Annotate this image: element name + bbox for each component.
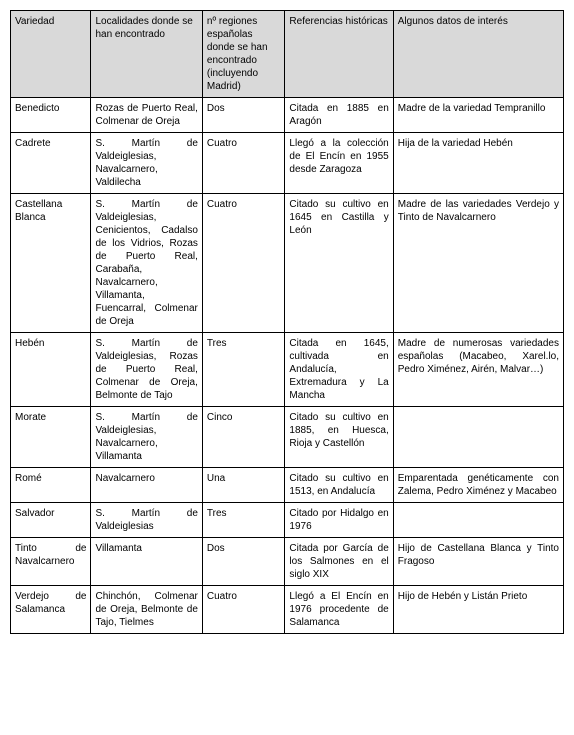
cell-regiones: Una (202, 468, 285, 503)
cell-regiones: Tres (202, 503, 285, 538)
table-row: CadreteS. Martín de Valdeiglesias, Naval… (11, 133, 564, 194)
cell-datos: Madre de las variedades Verdejo y Tinto … (393, 194, 563, 333)
header-variedad: Variedad (11, 11, 91, 98)
cell-localidades: Villamanta (91, 538, 202, 586)
header-regiones: nº regiones españolas donde se han encon… (202, 11, 285, 98)
cell-variedad: Salvador (11, 503, 91, 538)
cell-datos: Madre de numerosas variedades españolas … (393, 333, 563, 407)
table-row: HebénS. Martín de Valdeiglesias, Rozas d… (11, 333, 564, 407)
cell-referencias: Llegó a El Encín en 1976 procedente de S… (285, 586, 393, 634)
cell-datos: Hija de la variedad Hebén (393, 133, 563, 194)
cell-variedad: Morate (11, 407, 91, 468)
cell-datos: Madre de la variedad Tempranillo (393, 98, 563, 133)
cell-variedad: Romé (11, 468, 91, 503)
cell-regiones: Cuatro (202, 586, 285, 634)
table-header-row: Variedad Localidades donde se han encont… (11, 11, 564, 98)
cell-localidades: S. Martín de Valdeiglesias, Navalcarnero… (91, 407, 202, 468)
cell-localidades: Navalcarnero (91, 468, 202, 503)
cell-referencias: Citado su cultivo en 1645 en Castilla y … (285, 194, 393, 333)
cell-datos: Hijo de Castellana Blanca y Tinto Fragos… (393, 538, 563, 586)
cell-datos (393, 503, 563, 538)
table-row: MorateS. Martín de Valdeiglesias, Navalc… (11, 407, 564, 468)
cell-regiones: Cuatro (202, 133, 285, 194)
cell-variedad: Hebén (11, 333, 91, 407)
cell-referencias: Citada en 1885 en Aragón (285, 98, 393, 133)
header-localidades: Localidades donde se han encontrado (91, 11, 202, 98)
cell-localidades: Rozas de Puerto Real, Colmenar de Oreja (91, 98, 202, 133)
cell-regiones: Dos (202, 538, 285, 586)
table-row: BenedictoRozas de Puerto Real, Colmenar … (11, 98, 564, 133)
header-referencias: Referencias históricas (285, 11, 393, 98)
cell-regiones: Tres (202, 333, 285, 407)
table-row: Castellana BlancaS. Martín de Valdeigles… (11, 194, 564, 333)
cell-referencias: Citado su cultivo en 1885, en Huesca, Ri… (285, 407, 393, 468)
cell-referencias: Citado su cultivo en 1513, en Andalucía (285, 468, 393, 503)
cell-variedad: Cadrete (11, 133, 91, 194)
cell-regiones: Cinco (202, 407, 285, 468)
cell-variedad: Benedicto (11, 98, 91, 133)
table-row: RoméNavalcarneroUnaCitado su cultivo en … (11, 468, 564, 503)
cell-variedad: Castellana Blanca (11, 194, 91, 333)
header-datos: Algunos datos de interés (393, 11, 563, 98)
cell-localidades: S. Martín de Valdeiglesias, Navalcarnero… (91, 133, 202, 194)
cell-variedad: Verdejo de Salamanca (11, 586, 91, 634)
table-row: SalvadorS. Martín de ValdeiglesiasTresCi… (11, 503, 564, 538)
table-row: Tinto de NavalcarneroVillamantaDosCitada… (11, 538, 564, 586)
cell-referencias: Citado por Hidalgo en 1976 (285, 503, 393, 538)
cell-referencias: Citada en 1645, cultivada en Andalucía, … (285, 333, 393, 407)
cell-datos (393, 407, 563, 468)
varieties-table: Variedad Localidades donde se han encont… (10, 10, 564, 634)
cell-referencias: Citada por García de los Salmones en el … (285, 538, 393, 586)
cell-datos: Emparentada genéticamente con Zalema, Pe… (393, 468, 563, 503)
table-row: Verdejo de SalamancaChinchón, Colmenar d… (11, 586, 564, 634)
cell-datos: Hijo de Hebén y Listán Prieto (393, 586, 563, 634)
cell-localidades: S. Martín de Valdeiglesias (91, 503, 202, 538)
cell-localidades: Chinchón, Colmenar de Oreja, Belmonte de… (91, 586, 202, 634)
cell-regiones: Dos (202, 98, 285, 133)
cell-regiones: Cuatro (202, 194, 285, 333)
cell-localidades: S. Martín de Valdeiglesias, Rozas de Pue… (91, 333, 202, 407)
cell-variedad: Tinto de Navalcarnero (11, 538, 91, 586)
cell-referencias: Llegó a la colección de El Encín en 1955… (285, 133, 393, 194)
cell-localidades: S. Martín de Valdeiglesias, Cenicientos,… (91, 194, 202, 333)
